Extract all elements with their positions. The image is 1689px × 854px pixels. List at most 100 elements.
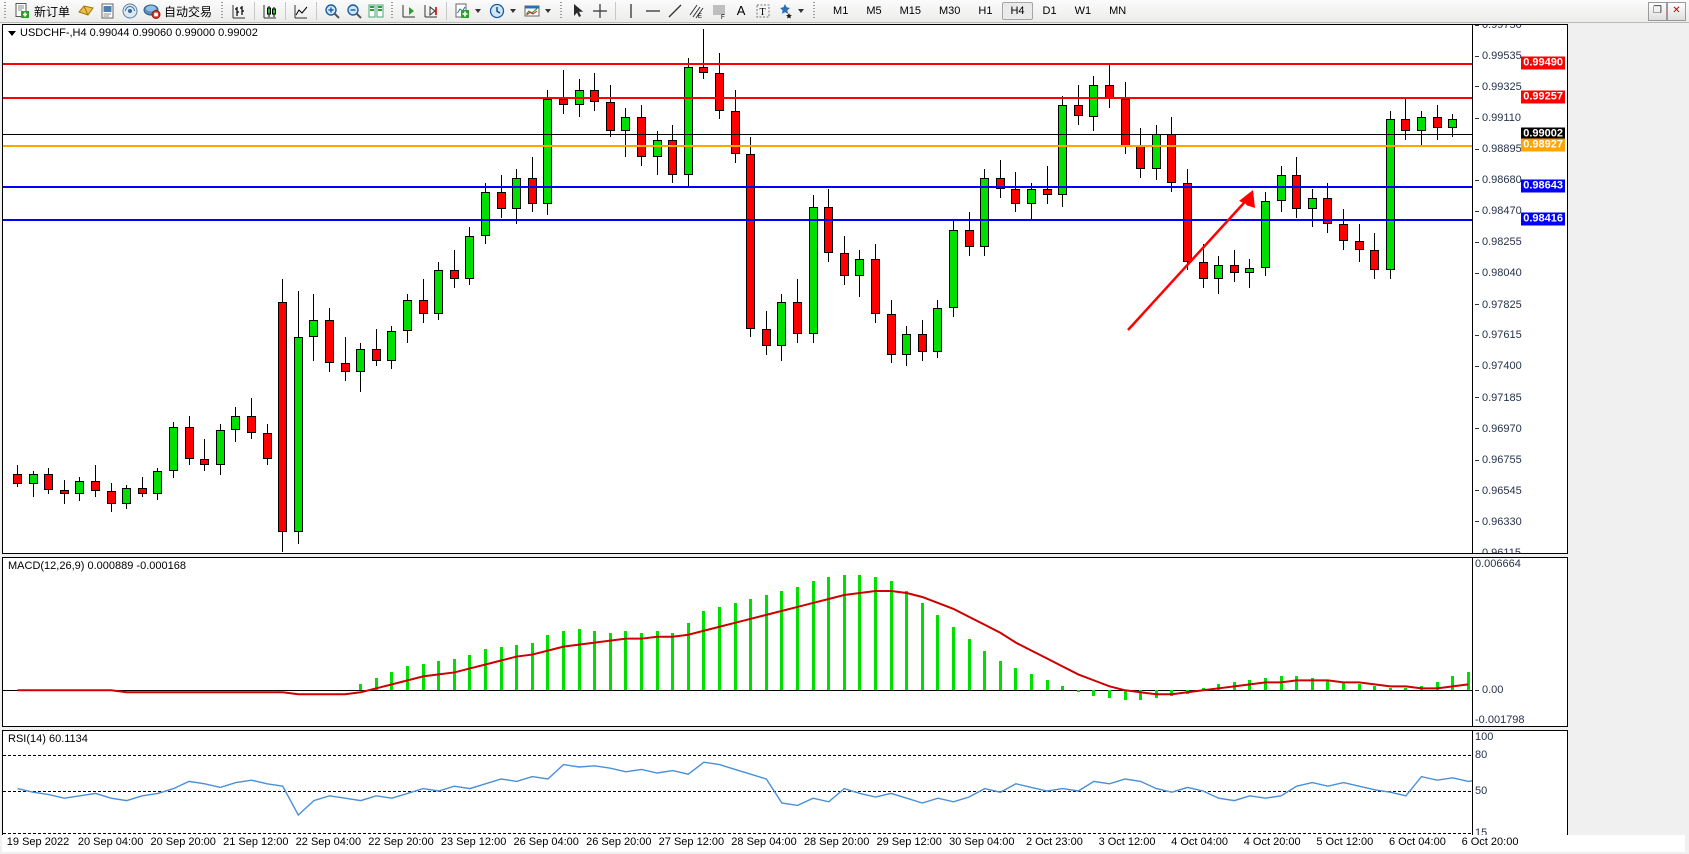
candlestick[interactable]: [1198, 25, 1208, 553]
timeframe-h1[interactable]: H1: [978, 5, 993, 17]
periods-button[interactable]: [486, 1, 521, 21]
candlestick[interactable]: [871, 25, 880, 553]
candlestick[interactable]: [449, 25, 459, 553]
candlestick-chart-button[interactable]: [259, 1, 281, 21]
candlestick[interactable]: [933, 25, 943, 553]
candlestick[interactable]: [527, 25, 537, 553]
candlestick[interactable]: [215, 25, 225, 553]
candlestick[interactable]: [387, 25, 397, 553]
candlestick[interactable]: [293, 25, 303, 553]
macd-axis[interactable]: 0.006664 0.00 -0.001798: [1472, 558, 1567, 726]
candlestick[interactable]: [1401, 25, 1411, 553]
candlestick[interactable]: [637, 25, 646, 553]
chevron-down-icon-3[interactable]: [545, 9, 552, 13]
new-order-button[interactable]: 新订单: [11, 1, 75, 21]
expert-advisors-button[interactable]: [75, 1, 97, 21]
candlestick[interactable]: [356, 25, 366, 553]
rsi-axis[interactable]: 1008050150: [1472, 731, 1567, 851]
candlestick[interactable]: [699, 25, 709, 553]
candlestick[interactable]: [247, 25, 256, 553]
trendline-button[interactable]: [664, 1, 686, 21]
toolbar-grip-2[interactable]: [220, 2, 226, 20]
zoom-out-button[interactable]: [343, 1, 365, 21]
candlestick[interactable]: [949, 25, 958, 553]
trend-arrow-annotation[interactable]: [3, 25, 1521, 553]
timeframe-m30[interactable]: M30: [939, 5, 961, 17]
chevron-down-icon-2[interactable]: [510, 9, 517, 13]
candlestick[interactable]: [917, 25, 927, 553]
cursor-button[interactable]: [567, 1, 589, 21]
candlestick[interactable]: [1448, 25, 1458, 553]
metaeditor-button[interactable]: [97, 1, 119, 21]
candlestick[interactable]: [995, 25, 1005, 553]
candlestick[interactable]: [1214, 25, 1224, 553]
toolbar-grip-3[interactable]: [390, 2, 396, 20]
candlestick[interactable]: [262, 25, 272, 553]
fibonacci-button[interactable]: F: [708, 1, 730, 21]
timeframe-m5[interactable]: M5: [866, 5, 882, 17]
level-line-support[interactable]: [3, 185, 1521, 188]
autotrading-button[interactable]: 自动交易: [141, 1, 217, 21]
price-plot[interactable]: [3, 25, 1521, 553]
toolbar-grip-5[interactable]: [812, 2, 818, 20]
candlestick[interactable]: [418, 25, 428, 553]
level-line-resistance[interactable]: [3, 96, 1521, 99]
chart-shift-button[interactable]: [420, 1, 442, 21]
candlestick[interactable]: [886, 25, 896, 553]
candlestick[interactable]: [1323, 25, 1333, 553]
candlestick[interactable]: [44, 25, 54, 553]
candlestick[interactable]: [481, 25, 490, 553]
timeframe-m15[interactable]: M15: [899, 5, 921, 17]
candlestick[interactable]: [496, 25, 506, 553]
timeframe-d1[interactable]: D1: [1042, 5, 1057, 17]
candlestick[interactable]: [1370, 25, 1380, 553]
level-line-support[interactable]: [3, 218, 1521, 221]
candlestick[interactable]: [902, 25, 912, 553]
candlestick[interactable]: [340, 25, 350, 553]
candlestick[interactable]: [403, 25, 412, 553]
candlestick[interactable]: [122, 25, 132, 553]
bar-chart-button[interactable]: [228, 1, 250, 21]
candlestick[interactable]: [621, 25, 631, 553]
macd-pane[interactable]: 0.006664 0.00 -0.001798 MACD(12,26,9) 0.00…: [2, 557, 1568, 727]
candlestick[interactable]: [278, 25, 288, 553]
indicators-button[interactable]: [451, 1, 486, 21]
shapes-button[interactable]: [774, 1, 809, 21]
equidistant-channel-button[interactable]: E: [686, 1, 708, 21]
tile-windows-button[interactable]: [365, 1, 387, 21]
level-line-resistance[interactable]: [3, 62, 1521, 65]
close-window-button[interactable]: ✕: [1667, 2, 1686, 21]
candlestick[interactable]: [793, 25, 802, 553]
candlestick[interactable]: [1432, 25, 1442, 553]
crosshair-button[interactable]: [589, 1, 611, 21]
candlestick[interactable]: [137, 25, 147, 553]
candlestick[interactable]: [1058, 25, 1068, 553]
candlestick[interactable]: [231, 25, 241, 553]
candlestick[interactable]: [1011, 25, 1021, 553]
restore-window-button[interactable]: ❐: [1648, 2, 1667, 21]
candlestick[interactable]: [715, 25, 724, 553]
candlestick[interactable]: [777, 25, 787, 553]
candlestick[interactable]: [200, 25, 210, 553]
candlestick[interactable]: [559, 25, 568, 553]
candlestick[interactable]: [605, 25, 615, 553]
time-axis[interactable]: 19 Sep 2022 20 Sep 04:00 20 Sep 20:00 21 Se…: [2, 835, 1685, 852]
candlestick[interactable]: [590, 25, 600, 553]
signals-button[interactable]: [119, 1, 141, 21]
candlestick[interactable]: [434, 25, 444, 553]
toolbar-grip-4[interactable]: [559, 2, 565, 20]
candlestick[interactable]: [325, 25, 334, 553]
candlestick[interactable]: [59, 25, 69, 553]
candlestick[interactable]: [1339, 25, 1348, 553]
price-pane[interactable]: 0.99750 0.99535 0.99325 0.99110 0.98895 0.986…: [2, 24, 1568, 554]
auto-scroll-button[interactable]: [398, 1, 420, 21]
candlestick[interactable]: [1027, 25, 1036, 553]
candlestick[interactable]: [746, 25, 756, 553]
price-axis[interactable]: 0.99750 0.99535 0.99325 0.99110 0.98895 0.986…: [1472, 25, 1567, 553]
candlestick[interactable]: [184, 25, 194, 553]
candlestick[interactable]: [730, 25, 740, 553]
chart-menu-triangle-icon[interactable]: [8, 30, 16, 36]
templates-button[interactable]: [521, 1, 556, 21]
candlestick[interactable]: [1307, 25, 1317, 553]
candlestick[interactable]: [371, 25, 381, 553]
